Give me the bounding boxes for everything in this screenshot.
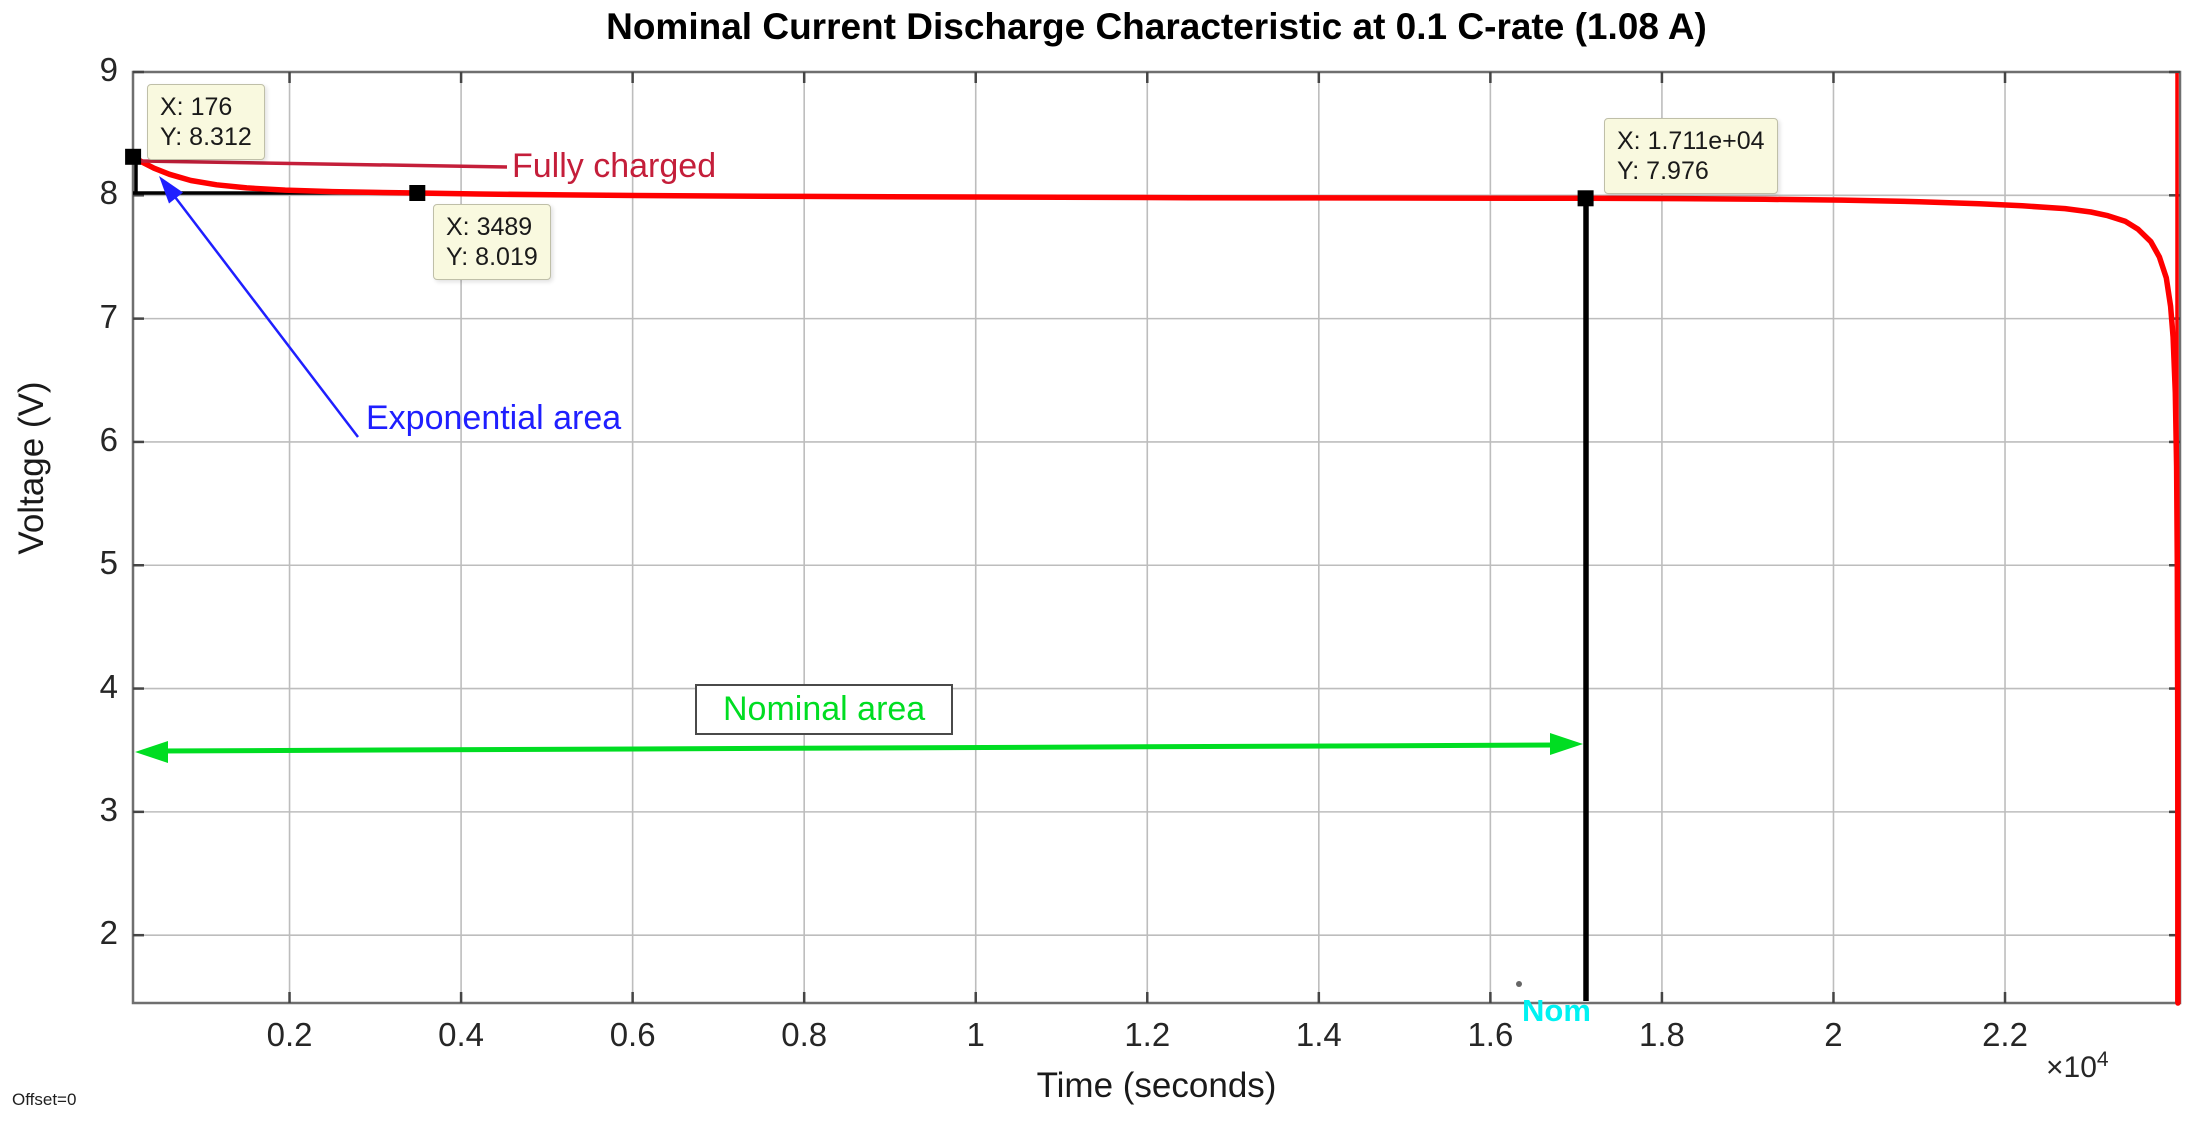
y-tick-label: 8 <box>99 174 118 212</box>
x-axis-multiplier: ×104 <box>2046 1048 2109 1084</box>
plot-border <box>131 70 2182 1005</box>
x-tick-label: 2.2 <box>1982 1016 2028 1053</box>
y-tick-label: 5 <box>99 544 118 582</box>
datatip-marker[interactable] <box>125 148 142 165</box>
offset-label: Offset=0 <box>12 1090 77 1109</box>
x-axis-label: Time (seconds) <box>1036 1066 1277 1105</box>
x-tick-label: 1.6 <box>1467 1016 1514 1053</box>
tick-marks <box>133 70 2180 1003</box>
x-tick-label: 1.4 <box>1295 1016 1342 1053</box>
chart-title: Nominal Current Discharge Characteristic… <box>606 6 1707 47</box>
x-tick-label: 1.8 <box>1638 1016 1685 1053</box>
fully-charged-leader-line <box>140 159 508 169</box>
y-tick-label: 6 <box>99 420 118 458</box>
nominal-area-label: Nominal area <box>695 684 954 735</box>
x-tick-label: 1.2 <box>1124 1016 1171 1053</box>
datatip-fully-charged[interactable]: X: 176 Y: 8.312 <box>147 84 265 160</box>
datatip-marker[interactable] <box>1577 190 1594 207</box>
datatip-nominal-end[interactable]: X: 1.711e+04 Y: 7.976 <box>1604 118 1778 194</box>
nominal-area-arrow <box>135 733 1583 763</box>
discharge-curve <box>130 153 2181 1006</box>
x-tick-label: 0.6 <box>609 1016 656 1053</box>
exponential-area-label: Exponential area <box>366 399 622 437</box>
y-tick-label: 9 <box>99 51 118 88</box>
y-tick-label: 3 <box>99 790 118 828</box>
fully-charged-label: Fully charged <box>512 147 717 185</box>
x-tick-label: 0.8 <box>781 1016 828 1053</box>
x-tick-label: 2 <box>1824 1016 1843 1053</box>
nom-label: Nom <box>1522 993 1591 1028</box>
y-tick-label: 4 <box>99 667 118 705</box>
stray-dot <box>1516 981 1522 987</box>
datatip-marker[interactable] <box>409 185 426 201</box>
x-tick-label: 0.4 <box>438 1016 485 1053</box>
y-tick-label: 2 <box>99 914 118 952</box>
x-tick-label: 0.2 <box>266 1016 313 1053</box>
exponential-area-arrow <box>159 176 359 438</box>
datatip-plateau-start[interactable]: X: 3489 Y: 8.019 <box>433 204 551 280</box>
datatip-markers <box>125 148 1594 207</box>
y-tick-label: 7 <box>99 297 118 335</box>
x-tick-label: 1 <box>966 1016 985 1053</box>
